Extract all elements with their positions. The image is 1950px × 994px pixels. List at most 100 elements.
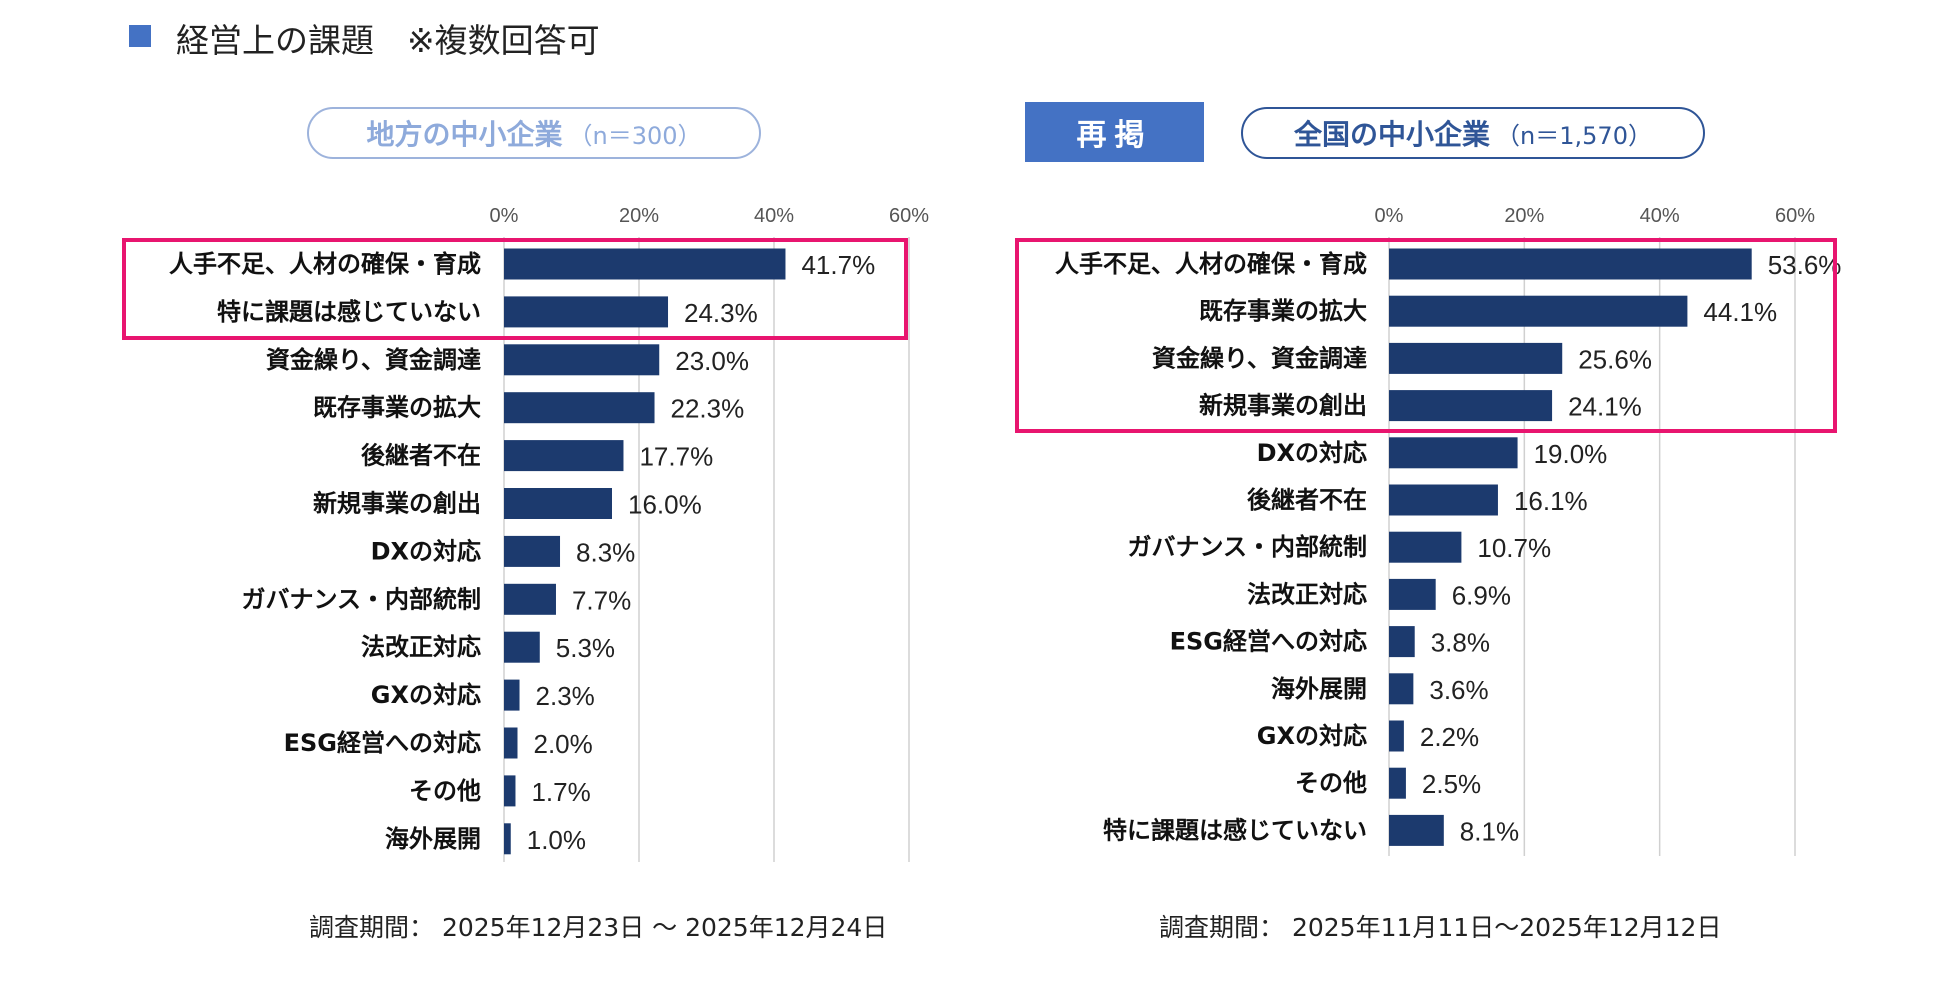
left-value-label: 17.7% xyxy=(639,442,713,472)
left-category-label: 新規事業の創出 xyxy=(313,490,481,518)
left-bar xyxy=(504,440,624,472)
left-chart-sample-size: （n＝300） xyxy=(568,121,702,150)
right-chart-title-text: 全国の中小企業 xyxy=(1294,118,1491,151)
right-bar xyxy=(1389,295,1688,327)
right-bar xyxy=(1389,767,1406,799)
left-tick-label: 0% xyxy=(490,205,519,227)
left-tick-label: 60% xyxy=(889,205,929,227)
right-value-label: 53.6% xyxy=(1768,250,1842,280)
left-chart-title-text: 地方の中小企業 xyxy=(366,118,563,151)
right-category-label: 特に課題は感じていない xyxy=(1103,816,1367,844)
left-survey-period: 調査期間： 2025年12月23日 ～ 2025年12月24日 xyxy=(309,913,888,942)
right-category-label: 後継者不在 xyxy=(1247,486,1367,514)
right-bar xyxy=(1389,673,1414,705)
left-bar xyxy=(504,583,556,615)
left-category-label: 法改正対応 xyxy=(361,633,481,661)
right-value-label: 3.6% xyxy=(1429,675,1488,705)
right-highlight-box xyxy=(1015,238,1837,433)
left-value-label: 16.0% xyxy=(628,490,702,520)
right-bar xyxy=(1389,437,1518,469)
left-bar xyxy=(504,488,612,519)
right-survey-period: 調査期間： 2025年11月11日～2025年12月12日 xyxy=(1159,913,1722,942)
right-bar xyxy=(1389,720,1404,752)
right-bar xyxy=(1389,248,1752,280)
right-category-label: GXの対応 xyxy=(1257,722,1367,750)
left-bar xyxy=(504,392,655,424)
right-tick-label: 20% xyxy=(1504,205,1544,227)
left-category-label: 既存事業の拡大 xyxy=(313,394,481,422)
left-category-label: 特に課題は感じていない xyxy=(217,298,481,326)
left-value-label: 23.0% xyxy=(675,346,749,376)
right-category-label: その他 xyxy=(1295,769,1367,797)
left-tick-label: 40% xyxy=(754,205,794,227)
left-bar xyxy=(504,296,669,328)
left-category-label: DXの対応 xyxy=(371,537,481,565)
right-value-label: 2.5% xyxy=(1422,769,1481,799)
left-tick-label: 20% xyxy=(619,205,659,227)
left-highlight-box xyxy=(122,238,908,340)
right-category-label: 既存事業の拡大 xyxy=(1199,297,1367,325)
left-value-label: 22.3% xyxy=(671,394,745,424)
left-bar xyxy=(504,679,520,711)
right-value-label: 16.1% xyxy=(1514,486,1588,516)
right-category-label: 法改正対応 xyxy=(1247,580,1367,608)
repost-badge: 再掲 xyxy=(1025,102,1204,162)
right-category-label: ESG経営への対応 xyxy=(1170,628,1367,656)
left-category-label: 海外展開 xyxy=(385,825,481,853)
right-value-label: 24.1% xyxy=(1568,392,1642,422)
right-tick-label: 60% xyxy=(1775,205,1815,227)
right-category-label: 新規事業の創出 xyxy=(1199,392,1367,420)
right-bar xyxy=(1389,342,1563,374)
left-category-label: GXの対応 xyxy=(371,681,481,709)
left-category-label: ESG経営への対応 xyxy=(284,729,481,757)
right-category-label: 資金繰り、資金調達 xyxy=(1152,344,1367,372)
right-value-label: 10.7% xyxy=(1477,533,1551,563)
left-value-label: 7.7% xyxy=(572,585,631,615)
right-bar xyxy=(1389,484,1498,516)
left-bar xyxy=(504,248,786,280)
right-category-label: ガバナンス・内部統制 xyxy=(1127,533,1367,561)
right-tick-label: 40% xyxy=(1640,205,1680,227)
right-tick-label: 0% xyxy=(1375,205,1404,227)
left-bar xyxy=(504,535,561,567)
left-value-label: 1.0% xyxy=(527,825,586,855)
left-category-label: 人手不足、人材の確保・育成 xyxy=(169,250,481,278)
left-bar xyxy=(504,823,511,855)
left-value-label: 41.7% xyxy=(801,250,875,280)
right-chart-title: 全国の中小企業 （n＝1,570） xyxy=(1241,107,1705,159)
right-value-label: 25.6% xyxy=(1578,344,1652,374)
right-value-label: 44.1% xyxy=(1703,297,1777,327)
title-square-icon xyxy=(129,25,151,47)
left-value-label: 5.3% xyxy=(556,633,615,663)
right-bar xyxy=(1389,814,1444,846)
right-value-label: 19.0% xyxy=(1534,439,1608,469)
left-chart-title: 地方の中小企業 （n＝300） xyxy=(307,107,761,159)
right-bar xyxy=(1389,390,1553,422)
left-category-label: 後継者不在 xyxy=(361,442,481,470)
right-category-label: 人手不足、人材の確保・育成 xyxy=(1055,250,1367,278)
left-bar xyxy=(504,727,518,759)
left-bar xyxy=(504,344,660,376)
left-value-label: 1.7% xyxy=(531,777,590,807)
left-bar xyxy=(504,775,516,807)
left-value-label: 24.3% xyxy=(684,298,758,328)
page-title: 経営上の課題 ※複数回答可 xyxy=(176,21,600,60)
right-bar xyxy=(1389,626,1415,658)
left-category-label: 資金繰り、資金調達 xyxy=(266,346,481,374)
right-bar xyxy=(1389,531,1462,563)
right-bar xyxy=(1389,578,1436,610)
right-value-label: 8.1% xyxy=(1460,816,1519,846)
right-value-label: 3.8% xyxy=(1431,628,1490,658)
right-value-label: 6.9% xyxy=(1452,580,1511,610)
right-category-label: DXの対応 xyxy=(1257,439,1367,467)
right-chart-sample-size: （n＝1,570） xyxy=(1496,121,1652,150)
left-category-label: ガバナンス・内部統制 xyxy=(241,585,481,613)
left-value-label: 2.0% xyxy=(534,729,593,759)
left-value-label: 2.3% xyxy=(536,681,595,711)
left-bar xyxy=(504,631,540,663)
left-value-label: 8.3% xyxy=(576,537,635,567)
left-category-label: その他 xyxy=(409,777,481,805)
right-category-label: 海外展開 xyxy=(1271,675,1367,703)
right-value-label: 2.2% xyxy=(1420,722,1479,752)
